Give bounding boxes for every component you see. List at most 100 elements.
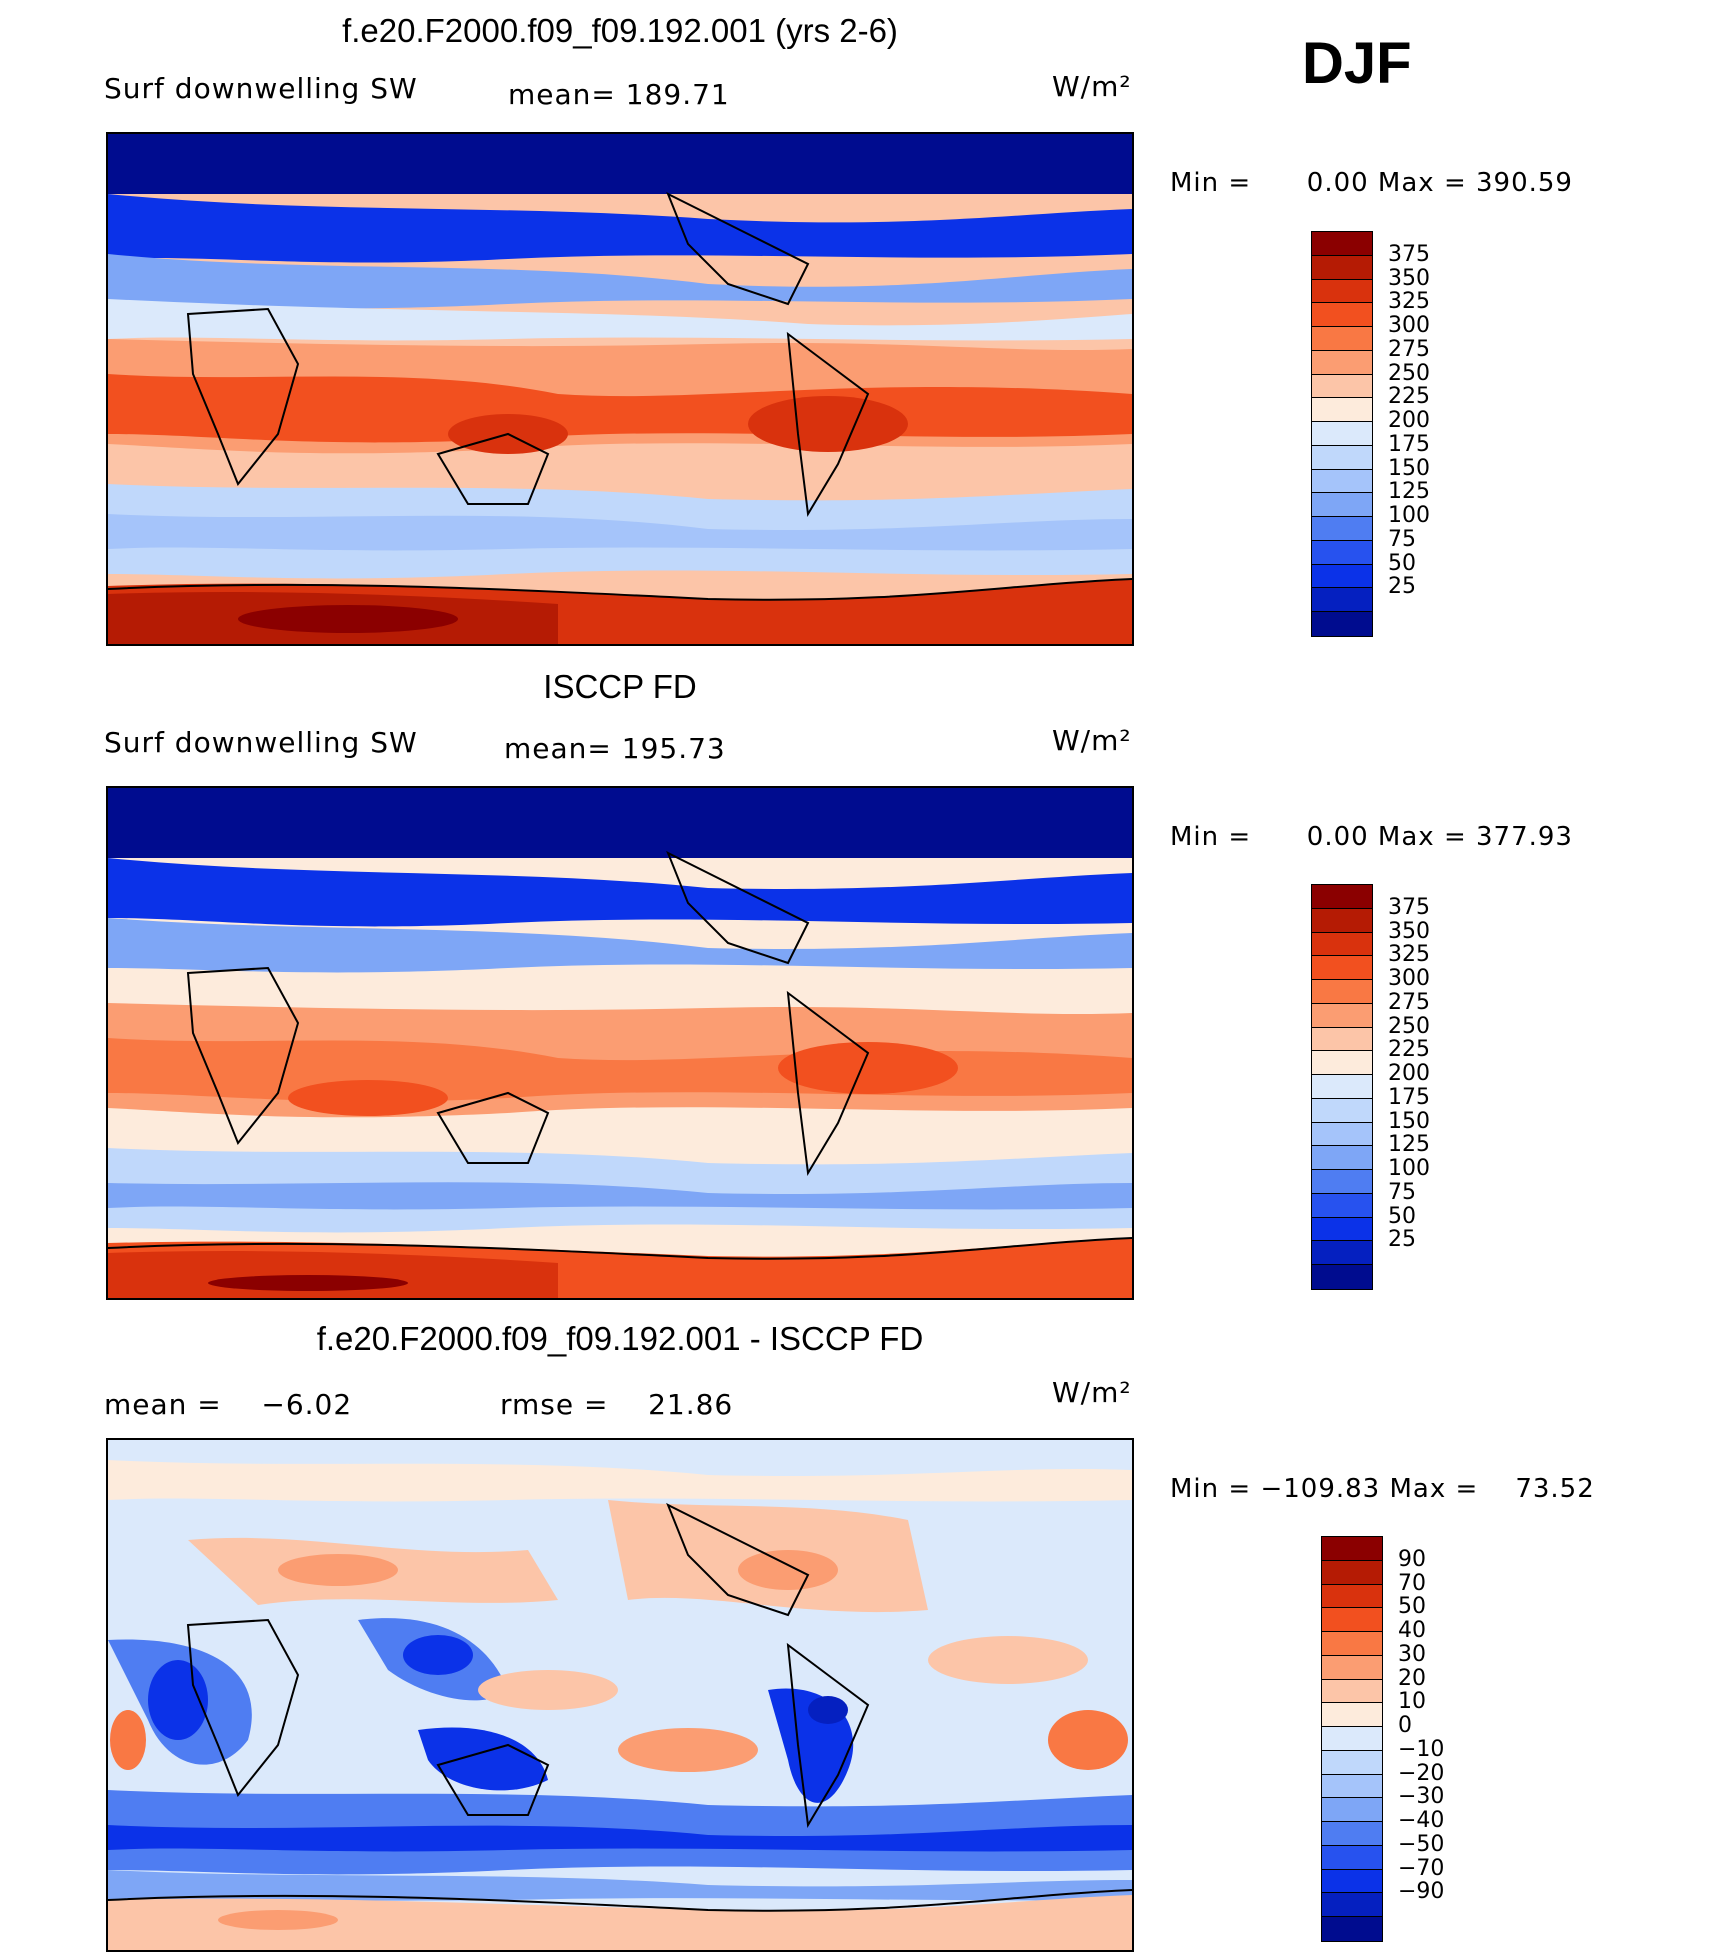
colorbar-tick-label: −10 [1398,1736,1445,1762]
colorbar-swatch [1312,1265,1372,1289]
colorbar-tick-label: 25 [1388,1227,1416,1253]
colorbar-tick-label: 50 [1398,1594,1426,1620]
colorbar-swatch [1322,1679,1382,1704]
colorbar-swatch [1312,1241,1372,1265]
colorbar-swatch [1312,422,1372,446]
panel-2-title: ISCCP FD [543,668,697,705]
panel-3-title: f.e20.F2000.f09_f09.192.001 - ISCCP FD [316,1320,924,1357]
colorbar-tick-label: 300 [1388,313,1430,339]
colorbar-tick-label: 125 [1388,1132,1430,1158]
colorbar-swatch [1312,374,1372,399]
colorbar-swatch [1312,564,1372,589]
panel-3-map [106,1438,1134,1952]
colorbar-swatch [1312,1146,1372,1170]
colorbar-tick-label: 100 [1388,1156,1430,1182]
colorbar-tick-label: 225 [1388,1037,1430,1063]
colorbar-tick-label: 75 [1388,526,1416,552]
colorbar-tick-label: −50 [1398,1831,1445,1857]
colorbar-tick-label: 30 [1398,1641,1426,1667]
colorbar-tick-label: 350 [1388,265,1430,291]
colorbar-tick-label: −40 [1398,1808,1445,1834]
colorbar-tick-label: 200 [1388,1061,1430,1087]
colorbar-tick-label: 325 [1388,289,1430,315]
colorbar-swatch [1322,1727,1382,1751]
colorbar-tick-label: 250 [1388,1013,1430,1039]
colorbar-tick-label: −20 [1398,1760,1445,1786]
colorbar-tick-label: 175 [1388,431,1430,457]
panel-1-mean-label: mean= 189.71 [508,78,730,111]
colorbar-box [1321,1536,1383,1942]
colorbar-swatch [1322,1750,1382,1775]
colorbar-tick-label: 225 [1388,384,1430,410]
colorbar-swatch [1312,327,1372,351]
panel-3-rmse-label: rmse = 21.86 [500,1388,734,1421]
colorbar-swatch [1312,398,1372,422]
colorbar-swatch [1312,1217,1372,1242]
colorbar-swatch [1312,350,1372,375]
panel-1-variable-label: Surf downwelling SW [104,72,418,105]
colorbar-tick-label: 200 [1388,408,1430,434]
colorbar-swatch [1312,445,1372,470]
colorbar-swatch [1312,1003,1372,1028]
colorbar-swatch [1312,956,1372,980]
panel-1-title: f.e20.F2000.f09_f09.192.001 (yrs 2-6) [342,12,898,49]
colorbar-swatch [1312,612,1372,636]
colorbar-box [1311,884,1373,1290]
panel-3-mean-label: mean = −6.02 [104,1388,353,1421]
panel-1-min-max: Min = 0.00 Max = 390.59 [1170,168,1573,198]
colorbar-tick-label: 250 [1388,360,1430,386]
colorbar-tick-label: 10 [1398,1689,1426,1715]
colorbar-tick-label: 50 [1388,1203,1416,1229]
colorbar-swatch [1322,1703,1382,1727]
colorbar-swatch [1322,1632,1382,1656]
colorbar-tick-label: 325 [1388,942,1430,968]
colorbar-tick-label: −70 [1398,1855,1445,1881]
colorbar-swatch [1322,1893,1382,1917]
colorbar-swatch [1322,1774,1382,1799]
colorbar-tick-label: 70 [1398,1570,1426,1596]
colorbar-swatch [1312,980,1372,1004]
panel-2-variable-label: Surf downwelling SW [104,726,418,759]
colorbar-swatch [1312,279,1372,304]
colorbar-tick-label: 275 [1388,989,1430,1015]
colorbar-swatch [1312,469,1372,494]
colorbar-swatch [1312,1051,1372,1075]
colorbar-swatch [1312,1122,1372,1147]
colorbar-tick-label: 300 [1388,966,1430,992]
colorbar-swatch [1312,255,1372,280]
colorbar-swatch [1312,1098,1372,1123]
colorbar-tick-label: 75 [1388,1179,1416,1205]
colorbar-swatch [1322,1655,1382,1680]
colorbar-swatch [1322,1845,1382,1870]
colorbar-tick-label: −90 [1398,1879,1445,1905]
colorbar-tick-label: 275 [1388,336,1430,362]
colorbar-tick-label: 125 [1388,479,1430,505]
colorbar-swatch [1322,1537,1382,1561]
colorbar-swatch [1312,1170,1372,1194]
colorbar-swatch [1312,932,1372,957]
panel-1-units: W/m² [1052,70,1132,103]
colorbar-tick-label: 350 [1388,918,1430,944]
colorbar-tick-label: 20 [1398,1665,1426,1691]
colorbar-swatch [1312,588,1372,612]
colorbar-swatch [1312,232,1372,256]
panel-3-units: W/m² [1052,1376,1132,1409]
colorbar-swatch [1312,303,1372,327]
colorbar-tick-label: 90 [1398,1546,1426,1572]
colorbar-tick-label: 150 [1388,455,1430,481]
panel-2-units: W/m² [1052,724,1132,757]
colorbar-tick-label: 150 [1388,1108,1430,1134]
colorbar-swatch [1322,1584,1382,1609]
colorbar-tick-label: −30 [1398,1784,1445,1810]
colorbar-swatch [1322,1608,1382,1632]
colorbar-swatch [1312,1193,1372,1218]
colorbar-tick-label: 25 [1388,574,1416,600]
colorbar-swatch [1322,1869,1382,1894]
panel-2-min-max: Min = 0.00 Max = 377.93 [1170,822,1573,852]
panel-2-map [106,786,1134,1300]
colorbar-swatch [1322,1798,1382,1822]
colorbar-tick-label: 175 [1388,1084,1430,1110]
colorbar-swatch [1312,493,1372,517]
colorbar-swatch [1312,1027,1372,1052]
colorbar-tick-label: 40 [1398,1618,1426,1644]
